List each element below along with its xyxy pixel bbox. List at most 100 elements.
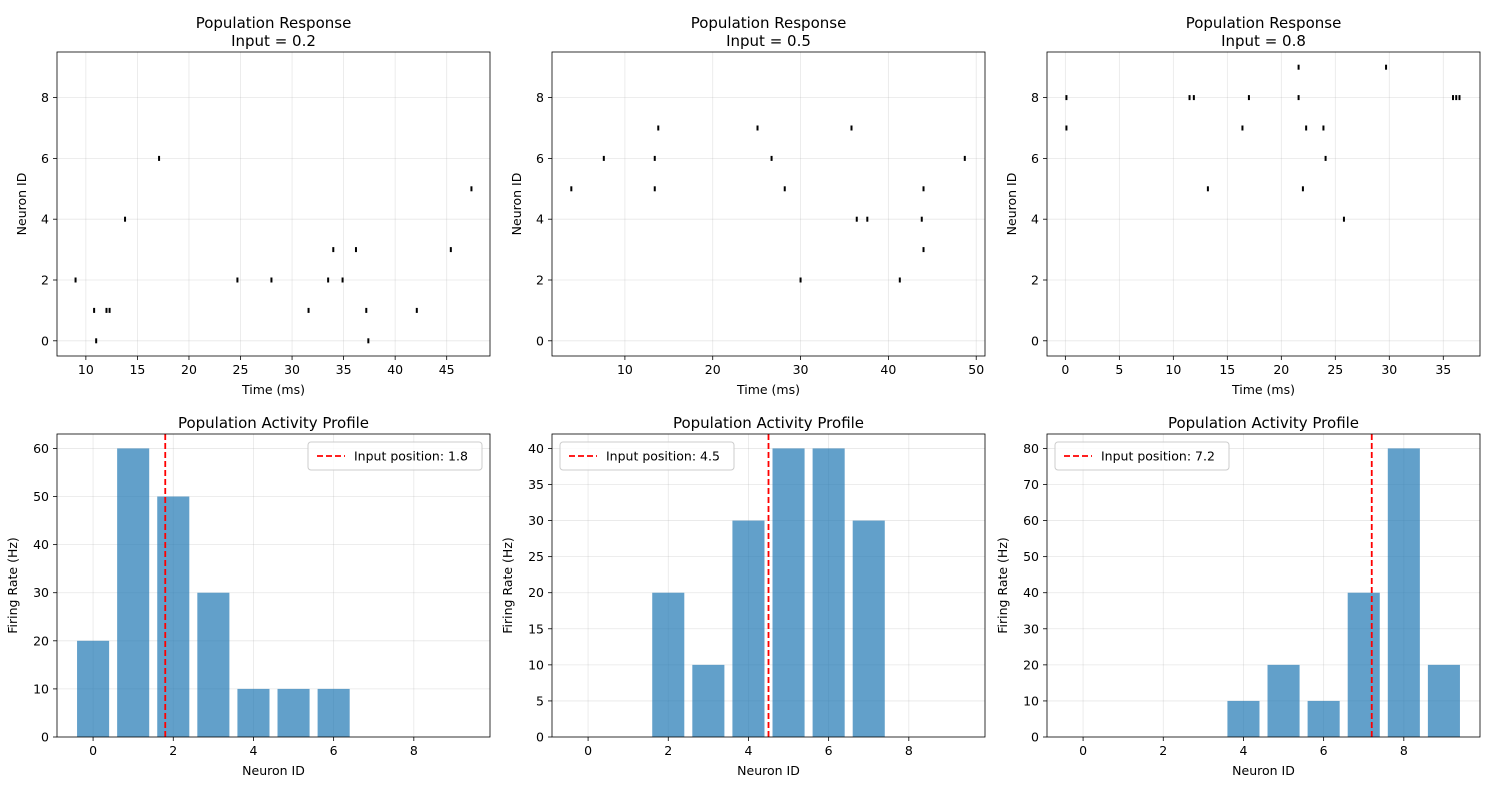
- chart-title: Population Response Input = 0.2: [196, 14, 352, 50]
- y-tick-label: 40: [528, 441, 544, 456]
- x-tick-label: 25: [233, 362, 249, 377]
- axes-frame: [551, 51, 986, 357]
- spike-mark: [341, 277, 344, 283]
- spike-mark: [1188, 95, 1191, 101]
- legend-box: [1054, 441, 1230, 471]
- spike-mark: [922, 247, 925, 253]
- y-axis-label: Neuron ID: [509, 173, 524, 236]
- spike-mark: [1342, 216, 1345, 222]
- bar-neuron-6: [1307, 700, 1340, 737]
- spike-mark: [367, 338, 370, 344]
- spike-mark: [1065, 95, 1068, 101]
- bar-neuron-6: [812, 448, 845, 737]
- chart-title-line: Population Response: [691, 14, 847, 32]
- bar-neuron-7: [852, 520, 885, 737]
- x-tick-label: 6: [1320, 743, 1328, 758]
- chart-title: Population Activity Profile: [178, 414, 369, 432]
- spike-mark: [657, 125, 660, 131]
- y-tick-label: 4: [1031, 212, 1039, 227]
- spike-mark: [1322, 125, 1325, 131]
- spike-mark: [415, 307, 418, 313]
- x-tick-label: 2: [664, 743, 672, 758]
- x-axis-label: Neuron ID: [1232, 763, 1295, 778]
- chart-title-line: Population Activity Profile: [673, 414, 864, 432]
- axes-frame: [56, 51, 491, 357]
- x-axis-label: Neuron ID: [242, 763, 305, 778]
- y-tick-label: 20: [1023, 657, 1039, 672]
- spike-mark: [799, 277, 802, 283]
- spike-mark: [1324, 155, 1327, 161]
- x-axis-label: Neuron ID: [737, 763, 800, 778]
- x-tick-label: 10: [617, 362, 633, 377]
- y-tick-label: 8: [41, 90, 49, 105]
- y-tick-label: 8: [536, 90, 544, 105]
- x-axis-label: Time (ms): [1231, 382, 1295, 397]
- x-tick-label: 40: [880, 362, 896, 377]
- bar-neuron-5: [772, 448, 805, 737]
- y-tick-label: 25: [528, 549, 544, 564]
- spike-mark: [1206, 186, 1209, 192]
- spike-mark: [307, 307, 310, 313]
- x-tick-label: 40: [387, 362, 403, 377]
- y-axis-label: Firing Rate (Hz): [5, 537, 20, 634]
- x-tick-label: 2: [1159, 743, 1167, 758]
- x-tick-label: 10: [78, 362, 94, 377]
- spike-mark: [922, 186, 925, 192]
- spike-mark: [1458, 95, 1461, 101]
- x-tick-label: 30: [284, 362, 300, 377]
- spike-mark: [770, 155, 773, 161]
- spike-mark: [653, 155, 656, 161]
- spike-mark: [756, 125, 759, 131]
- y-tick-label: 6: [41, 151, 49, 166]
- x-tick-label: 10: [1165, 362, 1181, 377]
- spike-mark: [1192, 95, 1195, 101]
- y-axis-label: Firing Rate (Hz): [500, 537, 515, 634]
- bar-neuron-9: [1427, 664, 1460, 737]
- y-tick-label: 0: [1031, 730, 1039, 745]
- y-tick-label: 15: [528, 621, 544, 636]
- spike-mark: [365, 307, 368, 313]
- y-tick-label: 10: [1023, 693, 1039, 708]
- x-axis-label: Time (ms): [241, 382, 305, 397]
- spike-mark: [74, 277, 77, 283]
- spike-mark: [1241, 125, 1244, 131]
- spike-mark: [1385, 64, 1388, 70]
- spike-mark: [963, 155, 966, 161]
- x-tick-label: 30: [1381, 362, 1397, 377]
- chart-title-line: Population Response: [196, 14, 352, 32]
- x-tick-label: 30: [793, 362, 809, 377]
- y-tick-label: 60: [1023, 513, 1039, 528]
- spike-mark: [920, 216, 923, 222]
- x-tick-label: 4: [1239, 743, 1247, 758]
- bar-neuron-8: [1387, 448, 1420, 737]
- bar-neuron-7: [1347, 592, 1380, 737]
- bar-neuron-5: [1267, 664, 1300, 737]
- axes-frame: [1046, 51, 1481, 357]
- y-tick-label: 40: [33, 537, 49, 552]
- x-tick-label: 20: [1273, 362, 1289, 377]
- legend: Input position: 4.5: [559, 441, 735, 471]
- spike-mark: [124, 216, 127, 222]
- spike-mark: [1452, 95, 1455, 101]
- spike-mark: [158, 155, 161, 161]
- x-tick-label: 20: [181, 362, 197, 377]
- x-tick-label: 50: [968, 362, 984, 377]
- x-tick-label: 0: [584, 743, 592, 758]
- x-tick-label: 20: [705, 362, 721, 377]
- legend-box: [559, 441, 735, 471]
- x-tick-label: 6: [825, 743, 833, 758]
- chart-title: Population Activity Profile: [1168, 414, 1359, 432]
- chart-title-line: Population Activity Profile: [1168, 414, 1359, 432]
- y-tick-label: 10: [33, 681, 49, 696]
- y-tick-label: 70: [1023, 477, 1039, 492]
- subplot-3: 0 5 10 15 20 25 30 35 0 2 4 6 8 Time (ms) Neuron ID Pop…: [1004, 14, 1481, 397]
- bar-neuron-0: [77, 640, 110, 737]
- spike-mark: [1297, 95, 1300, 101]
- chart-title-line: Input = 0.5: [726, 32, 811, 50]
- x-axis-label: Time (ms): [736, 382, 800, 397]
- spike-mark: [1065, 125, 1068, 131]
- spike-mark: [855, 216, 858, 222]
- y-axis-label: Firing Rate (Hz): [995, 537, 1010, 634]
- bar-neuron-2: [652, 592, 685, 737]
